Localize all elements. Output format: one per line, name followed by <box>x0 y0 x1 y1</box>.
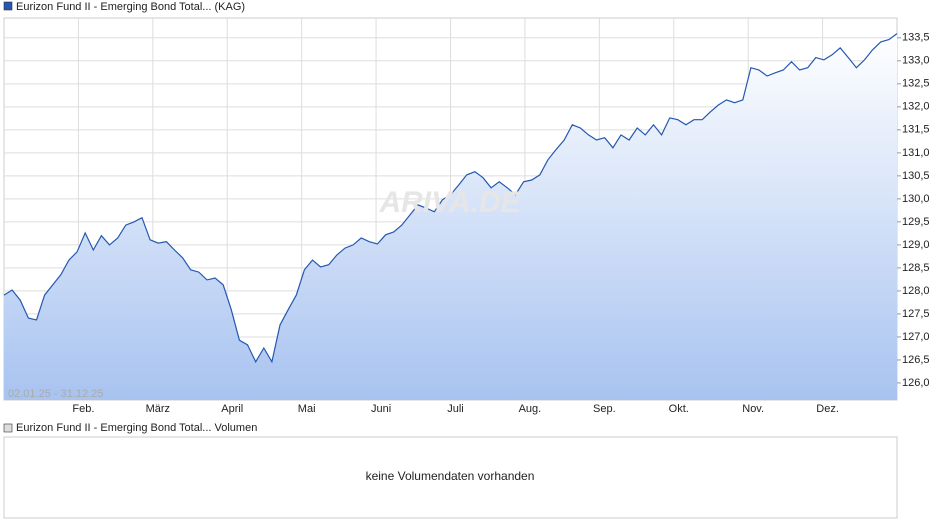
y-tick-label: 130,0 <box>902 193 930 205</box>
x-tick-label: März <box>146 403 170 415</box>
y-tick-label: 131,5 <box>902 124 930 136</box>
y-tick-label: 130,5 <box>902 170 930 182</box>
x-tick-label: Mai <box>298 403 316 415</box>
y-tick-label: 131,0 <box>902 147 930 159</box>
y-tick-label: 133,0 <box>902 55 930 67</box>
x-tick-label: Nov. <box>742 403 764 415</box>
legend-swatch <box>3 1 13 11</box>
y-tick-label: 126,5 <box>902 354 930 366</box>
volume-panel <box>3 436 898 519</box>
y-tick-label: 127,0 <box>902 331 930 343</box>
date-range: 02.01.25 - 31.12.25 <box>8 388 103 400</box>
x-tick-label: Juni <box>371 403 391 415</box>
volume-legend: Eurizon Fund II - Emerging Bond Total...… <box>16 422 257 434</box>
watermark: ARIVA.DE <box>378 186 521 219</box>
plot <box>3 18 901 400</box>
y-tick-label: 129,5 <box>902 216 930 228</box>
x-tick-label: April <box>221 403 243 415</box>
legend-label: Eurizon Fund II - Emerging Bond Total...… <box>16 1 245 13</box>
x-tick-label: Feb. <box>72 403 94 415</box>
y-tick-label: 132,5 <box>902 78 930 90</box>
x-tick-label: Dez. <box>816 403 839 415</box>
volume-message: keine Volumendaten vorhanden <box>366 469 535 483</box>
x-tick-label: Okt. <box>669 403 689 415</box>
area <box>4 33 897 400</box>
y-tick-label: 127,5 <box>902 308 930 320</box>
y-tick-label: 126,0 <box>902 377 930 389</box>
x-tick-label: Juli <box>447 403 464 415</box>
y-tick-label: 133,5 <box>902 32 930 44</box>
y-tick-label: 129,0 <box>902 239 930 251</box>
y-tick-label: 128,5 <box>902 262 930 274</box>
volume-legend-swatch <box>3 423 13 433</box>
line <box>3 33 898 364</box>
x-tick-label: Sep. <box>593 403 616 415</box>
y-tick-label: 128,0 <box>902 285 930 297</box>
y-tick-label: 132,0 <box>902 101 930 113</box>
x-tick-label: Aug. <box>519 403 542 415</box>
